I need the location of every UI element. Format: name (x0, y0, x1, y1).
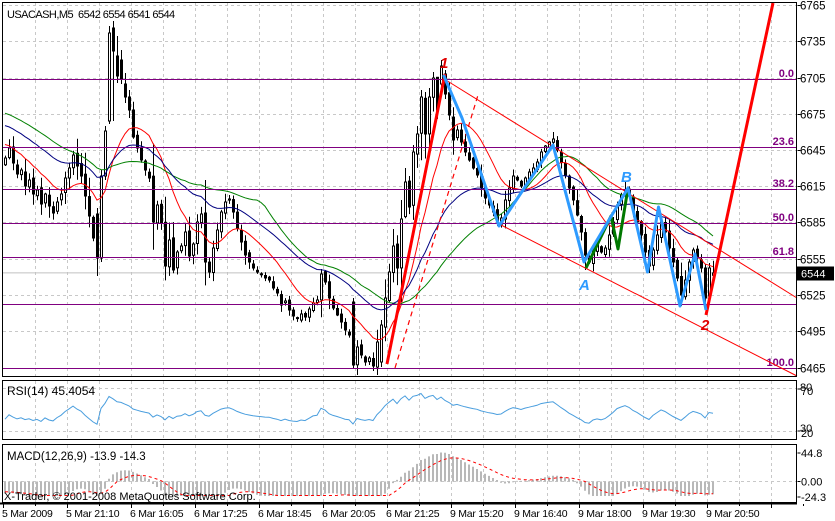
svg-text:X-Trader, © 2001-2008 MetaQuot: X-Trader, © 2001-2008 MetaQuotes Softwar… (4, 491, 256, 503)
svg-text:100.0: 100.0 (766, 357, 794, 369)
svg-text:30: 30 (800, 423, 812, 435)
svg-text:50.0: 50.0 (773, 212, 794, 224)
svg-text:6 Mar 17:25: 6 Mar 17:25 (194, 508, 248, 520)
svg-text:80: 80 (800, 382, 812, 394)
svg-text:23.6: 23.6 (773, 136, 794, 148)
svg-text:6 Mar 16:05: 6 Mar 16:05 (130, 508, 184, 520)
svg-text:A: A (578, 277, 590, 294)
svg-text:44.8: 44.8 (801, 448, 822, 460)
svg-text:38.2: 38.2 (773, 178, 794, 190)
svg-text:9 Mar 19:30: 9 Mar 19:30 (642, 508, 696, 520)
svg-text:6 Mar 21:25: 6 Mar 21:25 (386, 508, 440, 520)
svg-text:6495: 6495 (800, 327, 826, 339)
svg-text:6 Mar 18:45: 6 Mar 18:45 (258, 508, 312, 520)
svg-text:USACASH,M5 6542 6554 6541 654: USACASH,M5 6542 6554 6541 6544 (7, 9, 175, 21)
svg-text:6525: 6525 (800, 291, 826, 303)
svg-text:9 Mar 15:20: 9 Mar 15:20 (450, 508, 504, 520)
svg-text:5 Mar 2009: 5 Mar 2009 (2, 508, 53, 520)
svg-text:6675: 6675 (800, 110, 826, 122)
svg-text:20: 20 (801, 428, 813, 440)
svg-text:5 Mar 21:10: 5 Mar 21:10 (66, 508, 120, 520)
svg-text:0.0: 0.0 (779, 68, 794, 80)
svg-text:6705: 6705 (800, 74, 826, 86)
svg-text:70: 70 (801, 386, 813, 398)
svg-text:61.8: 61.8 (773, 246, 794, 258)
svg-text:6615: 6615 (800, 182, 826, 194)
svg-text:MACD(12,26,9) -13.9 -14.3: MACD(12,26,9) -13.9 -14.3 (7, 451, 146, 463)
svg-text:9 Mar 18:00: 9 Mar 18:00 (578, 508, 632, 520)
svg-text:2: 2 (700, 317, 710, 334)
svg-text:9 Mar 20:50: 9 Mar 20:50 (706, 508, 760, 520)
svg-text:9 Mar 16:40: 9 Mar 16:40 (514, 508, 568, 520)
svg-text:6735: 6735 (800, 37, 826, 49)
svg-text:6465: 6465 (800, 364, 826, 376)
svg-text:RSI(14) 45.4054: RSI(14) 45.4054 (7, 384, 95, 398)
svg-text:6585: 6585 (800, 218, 826, 230)
svg-text:6645: 6645 (800, 146, 826, 158)
svg-text:6765: 6765 (800, 1, 826, 13)
svg-text:B: B (621, 169, 632, 186)
svg-text:6 Mar 20:05: 6 Mar 20:05 (322, 508, 376, 520)
svg-text:6544: 6544 (801, 269, 825, 281)
svg-text:6555: 6555 (800, 255, 826, 267)
svg-text:-24.3: -24.3 (801, 492, 826, 504)
svg-text:1: 1 (440, 55, 448, 72)
svg-text:0.00: 0.00 (801, 477, 822, 489)
